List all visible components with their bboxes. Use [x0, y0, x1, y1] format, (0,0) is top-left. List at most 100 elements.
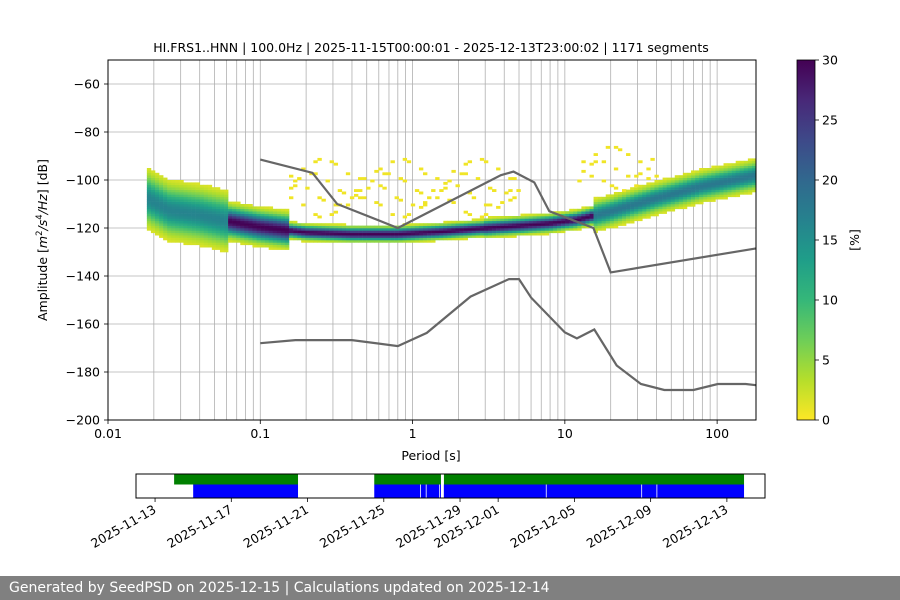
psd-density-cell	[317, 235, 322, 238]
psd-density-cell	[301, 232, 306, 236]
psd-density-cell	[236, 240, 241, 243]
psd-density-cell	[240, 225, 245, 229]
psd-density-cell	[406, 235, 412, 238]
psd-density-cell	[589, 213, 594, 217]
psd-density-cell	[630, 204, 635, 207]
psd-density-cell	[390, 237, 395, 241]
psd-density-cell	[699, 170, 704, 174]
psd-density-cell	[500, 216, 505, 219]
psd-density-cell	[207, 213, 213, 217]
psd-density-cell	[699, 187, 704, 190]
psd-density-cell	[423, 230, 428, 234]
psd-density-cell	[569, 220, 574, 224]
psd-density-cell	[520, 228, 525, 231]
psd-density-cell	[150, 177, 156, 181]
psd-density-cell	[492, 232, 497, 236]
psd-density-cell	[682, 177, 688, 181]
psd-density-cell	[723, 168, 728, 171]
psd-density-cell	[548, 225, 554, 229]
psd-density-cell	[252, 220, 257, 224]
psd-density-cell	[735, 172, 741, 176]
psd-density-cell	[264, 211, 269, 214]
psd-outlier-cell	[358, 177, 363, 180]
psd-density-cell	[358, 240, 363, 243]
psd-density-cell	[199, 184, 205, 188]
psd-outlier-cell	[358, 196, 363, 200]
psd-density-cell	[203, 232, 209, 236]
psd-density-cell	[548, 220, 554, 224]
psd-density-cell	[215, 213, 221, 217]
psd-density-cell	[353, 232, 359, 236]
psd-density-cell	[175, 206, 180, 210]
psd-density-cell	[150, 218, 156, 222]
psd-density-cell	[215, 204, 221, 207]
psd-density-cell	[252, 244, 257, 248]
psd-density-cell	[179, 187, 184, 190]
psd-density-cell	[682, 189, 688, 193]
psd-density-cell	[150, 213, 156, 217]
psd-density-cell	[520, 218, 525, 222]
psd-density-cell	[427, 228, 432, 231]
colorbar-tick-label: 15	[822, 233, 838, 248]
psd-density-cell	[674, 194, 680, 198]
psd-outlier-cell	[349, 196, 355, 200]
psd-density-cell	[577, 213, 582, 217]
psd-density-cell	[666, 184, 672, 188]
psd-density-cell	[414, 237, 420, 241]
psd-density-cell	[617, 216, 623, 219]
psd-density-cell	[382, 240, 387, 243]
psd-density-cell	[228, 216, 233, 219]
psd-density-cell	[171, 184, 176, 188]
psd-density-cell	[150, 216, 156, 219]
psd-density-cell	[703, 189, 708, 193]
psd-density-cell	[146, 182, 152, 186]
psd-density-cell	[500, 232, 505, 236]
psd-density-cell	[670, 199, 676, 202]
psd-density-cell	[463, 232, 468, 236]
psd-density-cell	[159, 201, 164, 205]
psd-density-cell	[325, 230, 330, 234]
psd-density-cell	[703, 199, 708, 202]
psd-density-cell	[662, 196, 667, 200]
psd-density-cell	[268, 235, 274, 238]
psd-density-cell	[256, 232, 261, 236]
psd-density-cell	[191, 211, 196, 214]
psd-density-cell	[333, 232, 339, 236]
psd-density-cell	[597, 206, 602, 210]
psd-density-cell	[171, 223, 176, 226]
psd-outlier-cell	[313, 213, 318, 216]
psd-density-cell	[203, 192, 209, 195]
psd-density-cell	[163, 237, 168, 241]
psd-density-cell	[427, 240, 432, 243]
psd-density-cell	[601, 208, 607, 212]
psd-density-cell	[617, 213, 623, 217]
psd-density-cell	[634, 204, 639, 207]
psd-density-cell	[207, 223, 213, 226]
psd-density-cell	[276, 237, 282, 241]
psd-density-cell	[211, 244, 217, 248]
psd-density-cell	[585, 223, 590, 226]
psd-density-cell	[207, 184, 213, 188]
psd-density-cell	[167, 199, 172, 202]
psd-density-cell	[252, 230, 257, 234]
psd-density-cell	[483, 225, 489, 229]
psd-density-cell	[224, 196, 229, 200]
psd-density-cell	[626, 194, 631, 198]
psd-outlier-cell	[479, 215, 485, 219]
psd-density-cell	[654, 189, 659, 193]
psd-density-cell	[159, 235, 164, 238]
psd-density-cell	[179, 220, 184, 224]
psd-density-cell	[471, 230, 477, 234]
psd-density-cell	[711, 170, 716, 174]
psd-density-cell	[682, 204, 688, 207]
psd-density-cell	[540, 228, 546, 231]
psd-density-cell	[528, 220, 533, 224]
psd-outlier-cell	[293, 184, 298, 188]
psd-density-cell	[211, 211, 217, 214]
psd-density-cell	[479, 230, 485, 234]
psd-density-cell	[678, 189, 684, 193]
psd-density-cell	[650, 196, 655, 200]
psd-density-cell	[682, 182, 688, 186]
psd-density-cell	[617, 218, 623, 222]
psd-density-cell	[524, 220, 529, 224]
